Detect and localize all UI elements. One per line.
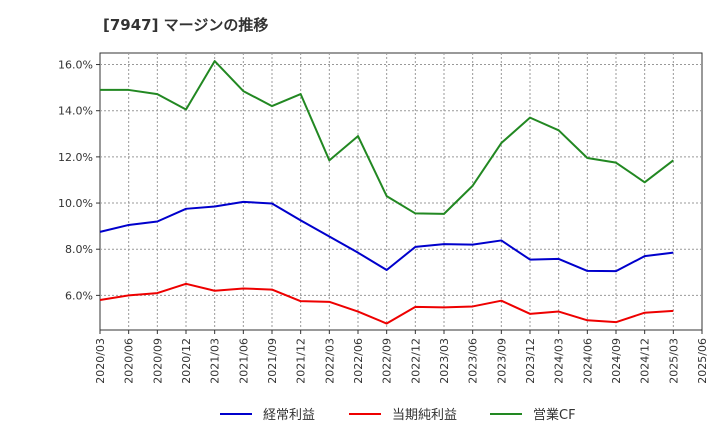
y-axis: 6.0% 8.0% 10.0% 12.0% 14.0% 16.0% <box>58 59 100 302</box>
x-axis: 2020/03 2020/06 2020/09 2020/12 2021/03 2021/… <box>94 330 709 384</box>
y-tick-label: 10.0% <box>58 197 93 210</box>
x-tick-label: 2025/06 <box>696 338 709 384</box>
series-line <box>100 60 674 215</box>
x-tick-label: 2022/06 <box>352 338 365 384</box>
x-tick-label: 2023/09 <box>495 338 508 384</box>
x-tick-label: 2023/03 <box>438 338 451 384</box>
chart-title: [7947] マージンの推移 <box>103 16 269 34</box>
x-tick-label: 2022/03 <box>323 338 336 384</box>
legend: 経常利益 当期純利益 営業CF <box>220 407 576 423</box>
series-line <box>99 200 674 273</box>
legend-label: 当期純利益 <box>392 408 457 423</box>
y-tick-label: 14.0% <box>58 105 93 118</box>
x-tick-label: 2021/03 <box>209 338 222 384</box>
x-tick-label: 2022/09 <box>381 338 394 384</box>
y-tick-label: 12.0% <box>58 151 93 164</box>
x-tick-label: 2024/09 <box>610 338 623 384</box>
x-tick-label: 2022/12 <box>409 338 422 384</box>
x-tick-label: 2024/12 <box>639 338 652 384</box>
x-tick-label: 2020/09 <box>151 338 164 384</box>
legend-label: 経常利益 <box>263 408 315 423</box>
y-tick-label: 16.0% <box>58 59 93 72</box>
x-tick-label: 2024/03 <box>553 338 566 384</box>
x-tick-label: 2020/12 <box>180 338 193 384</box>
x-tick-label: 2020/03 <box>94 338 107 384</box>
plot-area <box>99 52 703 331</box>
series-layer <box>99 60 674 325</box>
x-tick-label: 2021/12 <box>295 338 308 384</box>
series-line <box>99 282 674 325</box>
y-tick-label: 6.0% <box>65 289 93 302</box>
x-tick-label: 2023/06 <box>467 338 480 384</box>
x-tick-label: 2021/09 <box>266 338 279 384</box>
x-tick-label: 2021/06 <box>237 338 250 384</box>
y-tick-label: 8.0% <box>65 243 93 256</box>
x-tick-label: 2020/06 <box>123 338 136 384</box>
x-tick-label: 2023/12 <box>524 338 537 384</box>
x-tick-label: 2024/06 <box>581 338 594 384</box>
grid-layer <box>100 53 702 330</box>
x-tick-label: 2025/03 <box>667 338 680 384</box>
legend-label: 営業CF <box>533 407 576 423</box>
